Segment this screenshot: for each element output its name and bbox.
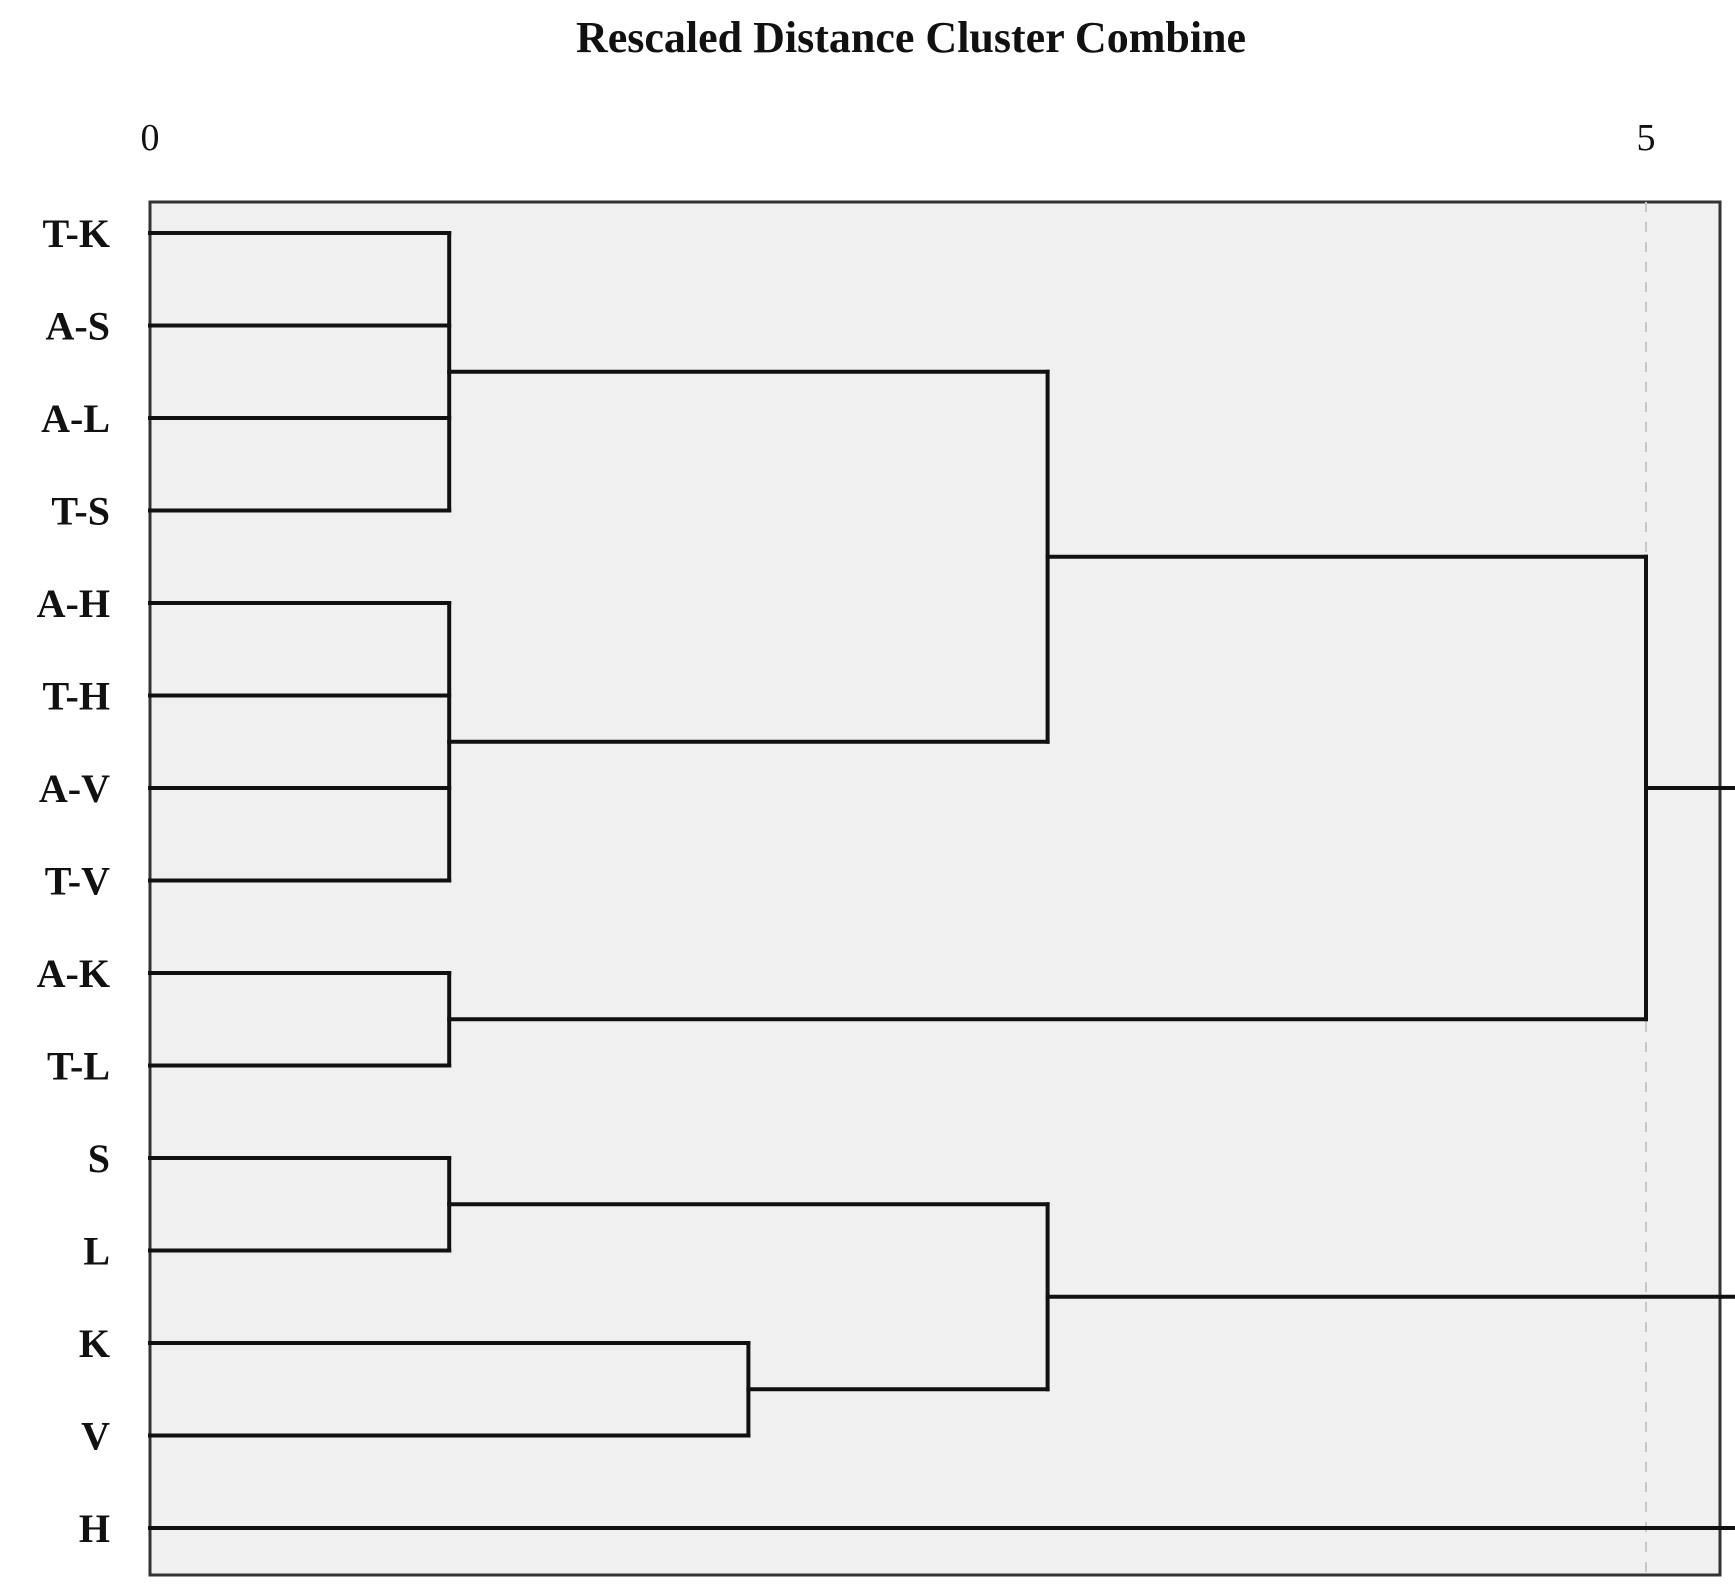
leaf-label: K (79, 1321, 110, 1366)
x-tick-label: 0 (141, 117, 160, 159)
leaf-label: T-V (45, 859, 110, 904)
leaf-label: A-K (37, 951, 110, 996)
leaf-label: A-V (39, 766, 110, 811)
leaf-label: H (79, 1506, 110, 1551)
chart-title: Rescaled Distance Cluster Combine (576, 13, 1246, 62)
x-tick-label: 5 (1637, 117, 1656, 159)
plot-area (148, 200, 1722, 1577)
leaf-label: T-S (51, 489, 110, 534)
leaf-label: L (83, 1229, 110, 1274)
leaf-label: V (81, 1414, 110, 1459)
dendrogram-links (148, 231, 1735, 1530)
x-axis-ticks: 0510152025 (141, 117, 1656, 159)
leaf-label: T-L (47, 1044, 110, 1089)
leaf-label: A-L (41, 396, 110, 441)
leaf-label: T-H (43, 674, 110, 719)
leaf-labels: T-K A-S A-L T-S A-H T-H A-V T-V A-K T-L S L K V H (37, 211, 110, 1551)
leaf-label: S (88, 1136, 110, 1181)
leaf-label: T-K (43, 211, 110, 256)
leaf-label: A-S (46, 304, 110, 349)
leaf-label: A-H (37, 581, 110, 626)
